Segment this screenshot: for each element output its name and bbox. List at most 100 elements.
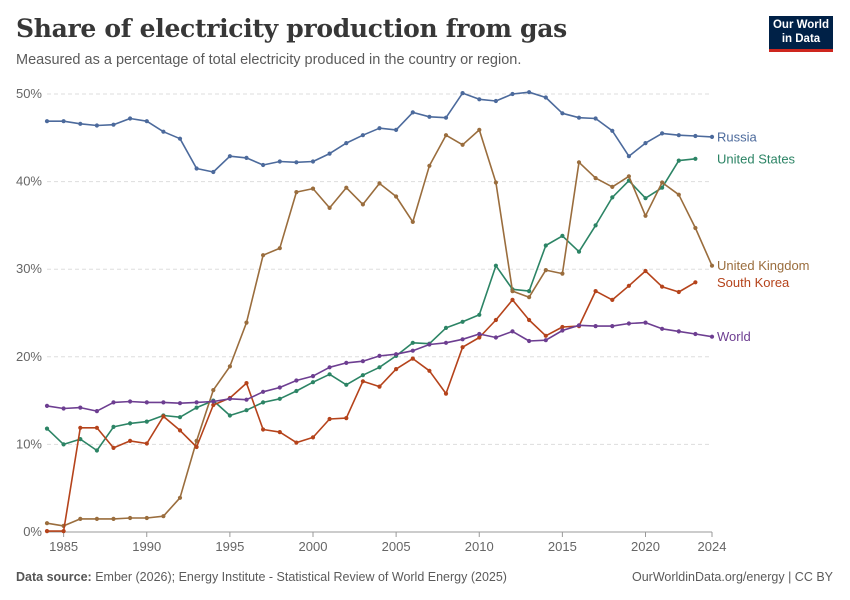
- data-point: [377, 126, 382, 131]
- series-label: South Korea: [717, 275, 790, 290]
- data-point: [344, 185, 349, 190]
- data-point: [128, 438, 133, 443]
- x-tick-label: 1995: [215, 539, 244, 554]
- data-point: [576, 249, 582, 254]
- data-point: [527, 289, 532, 294]
- data-point: [177, 428, 183, 433]
- data-point: [211, 399, 216, 404]
- data-point: [144, 515, 149, 521]
- x-tick-label: 2010: [465, 539, 494, 554]
- data-point: [61, 119, 66, 124]
- logo-line-2: in Data: [781, 33, 821, 45]
- data-point: [543, 333, 548, 338]
- data-point: [261, 162, 266, 168]
- data-point: [643, 320, 648, 325]
- data-point: [227, 413, 232, 418]
- data-point: [128, 399, 133, 404]
- data-point: [676, 329, 681, 334]
- data-point: [344, 382, 349, 387]
- data-point: [427, 342, 432, 347]
- data-point: [161, 129, 166, 134]
- data-point: [44, 529, 50, 534]
- data-point: [161, 400, 166, 405]
- data-point: [560, 324, 565, 330]
- x-tick-label: 2005: [382, 539, 411, 554]
- data-point: [394, 367, 399, 372]
- data-point: [543, 243, 548, 248]
- data-point: [360, 373, 365, 378]
- data-point: [61, 406, 66, 411]
- data-point: [543, 95, 548, 100]
- data-point: [327, 416, 332, 422]
- data-point: [61, 529, 66, 534]
- data-point: [443, 115, 449, 120]
- data-point: [510, 91, 515, 97]
- data-point: [194, 438, 199, 443]
- data-point: [626, 154, 632, 159]
- data-point: [128, 421, 133, 426]
- data-point: [144, 400, 149, 405]
- data-point: [693, 280, 698, 285]
- data-point: [443, 133, 449, 138]
- data-point: [244, 320, 249, 325]
- data-point: [111, 424, 116, 429]
- data-point: [493, 335, 498, 340]
- footer-link[interactable]: OurWorldinData.org/energy | CC BY: [631, 570, 833, 584]
- data-point: [227, 396, 232, 401]
- x-tick-label: 1985: [49, 539, 78, 554]
- data-point: [493, 263, 498, 268]
- data-point: [543, 338, 548, 343]
- x-tick-label: 1990: [132, 539, 161, 554]
- data-point: [310, 435, 316, 440]
- data-source-note: Data source: Ember (2026); Energy Instit…: [16, 570, 507, 584]
- data-point: [111, 400, 116, 405]
- data-point: [560, 111, 565, 116]
- data-point: [377, 384, 382, 389]
- data-point: [460, 337, 465, 342]
- data-point: [277, 246, 282, 251]
- data-point: [610, 195, 615, 200]
- data-point: [610, 297, 615, 302]
- data-point: [128, 515, 133, 521]
- data-point: [294, 440, 299, 445]
- data-point: [460, 345, 465, 350]
- data-point: [427, 114, 432, 119]
- data-point: [327, 205, 332, 210]
- data-point: [477, 97, 482, 102]
- data-point: [177, 415, 183, 420]
- data-point: [344, 416, 349, 421]
- data-point: [327, 365, 332, 370]
- logo-line-1: Our World: [772, 19, 829, 31]
- data-point: [177, 401, 183, 406]
- data-point: [78, 405, 83, 410]
- owid-logo[interactable]: Our World in Data: [769, 16, 833, 52]
- data-point: [194, 444, 199, 450]
- data-point: [94, 425, 99, 430]
- data-point: [676, 192, 681, 197]
- data-point: [294, 378, 299, 383]
- data-point: [94, 448, 99, 453]
- data-point: [310, 159, 316, 164]
- data-point: [360, 379, 365, 384]
- data-point: [443, 340, 449, 345]
- data-point: [194, 166, 199, 171]
- y-tick-label: 10%: [16, 436, 42, 451]
- data-point: [394, 127, 399, 132]
- data-point: [277, 159, 282, 164]
- data-point: [443, 325, 449, 330]
- data-point: [410, 110, 415, 115]
- data-point: [676, 158, 681, 163]
- data-point: [410, 219, 415, 224]
- data-point: [709, 134, 715, 139]
- data-point: [427, 163, 432, 168]
- data-point: [44, 426, 50, 431]
- data-point: [660, 326, 665, 331]
- data-point: [394, 352, 399, 357]
- data-point: [560, 328, 565, 333]
- data-point: [493, 180, 498, 185]
- series-line: [46, 158, 696, 452]
- data-point: [360, 133, 365, 138]
- data-point: [244, 408, 249, 413]
- data-point: [477, 312, 482, 317]
- data-point: [144, 441, 149, 446]
